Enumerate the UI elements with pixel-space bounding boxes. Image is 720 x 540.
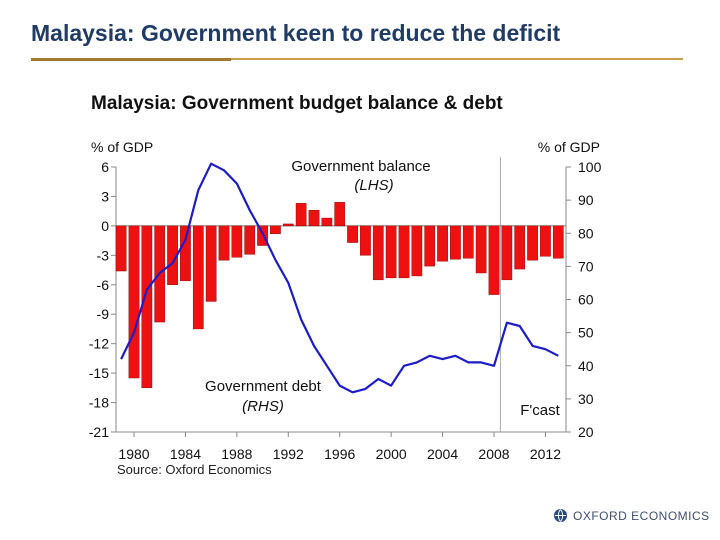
x-axis-tick-label: 1980 xyxy=(118,446,149,462)
balance-bar xyxy=(347,225,358,243)
balance-bar xyxy=(115,225,127,272)
globe-icon xyxy=(553,508,568,523)
balance-bar xyxy=(308,209,320,227)
balance-bar xyxy=(321,217,333,227)
balance-bar xyxy=(411,225,423,277)
line-layer xyxy=(120,162,559,394)
forecast-label: F'cast xyxy=(520,402,560,419)
balance-bar xyxy=(372,225,384,281)
chart-title: Malaysia: Government budget balance & de… xyxy=(91,93,503,114)
balance-bar xyxy=(450,225,461,260)
x-axis-tick-label: 1988 xyxy=(221,446,252,462)
brand: OXFORD ECONOMICS xyxy=(553,508,710,523)
balance-bar xyxy=(180,225,191,282)
x-axis-tick-label: 2008 xyxy=(478,446,509,462)
balance-bar xyxy=(334,202,346,227)
source-note: Source: Oxford Economics xyxy=(117,462,272,477)
balance-bar xyxy=(552,225,564,259)
slide-title: Malaysia: Government keen to reduce the … xyxy=(31,20,561,46)
right-axis-tick-label: 90 xyxy=(578,192,594,208)
balance-bar xyxy=(231,225,243,258)
balance-bar xyxy=(424,225,436,267)
left-axis-tick-label: -12 xyxy=(89,336,109,352)
x-axis-tick-label: 1996 xyxy=(324,446,355,462)
balance-bar xyxy=(128,225,140,379)
balance-bar xyxy=(527,225,538,261)
balance-bar xyxy=(270,225,281,234)
left-axis-title: % of GDP xyxy=(91,139,153,155)
balance-bar xyxy=(398,225,410,279)
balance-bar xyxy=(141,225,153,389)
left-axis-tick-label: 6 xyxy=(101,159,109,175)
axes-layer xyxy=(111,157,571,437)
right-axis-tick-label: 80 xyxy=(578,225,594,241)
right-axis-tick-label: 100 xyxy=(578,159,602,175)
left-axis-tick-label: -9 xyxy=(97,306,110,322)
right-axis-title: % of GDP xyxy=(538,139,600,155)
title-rule-accent xyxy=(31,58,231,61)
balance-bar xyxy=(488,225,500,295)
left-axis-tick-label: -3 xyxy=(97,247,110,263)
left-axis-tick-label: 0 xyxy=(101,218,109,234)
balance-bar xyxy=(244,225,256,255)
balance-bar xyxy=(501,225,513,281)
right-axis-tick-label: 40 xyxy=(578,358,594,374)
balance-bar xyxy=(475,225,487,274)
balance-bar xyxy=(295,203,307,227)
labels-layer: 630-3-6-9-12-15-18-21% of GDP10090807060… xyxy=(89,139,602,462)
balance-bar xyxy=(360,225,371,256)
balance-series-label: Government balance xyxy=(291,158,430,175)
x-axis-tick-label: 2004 xyxy=(427,446,458,462)
balance-bar xyxy=(205,225,217,302)
balance-bar xyxy=(540,225,551,257)
balance-bar xyxy=(282,223,294,227)
brand-name: OXFORD ECONOMICS xyxy=(573,508,710,523)
left-axis-tick-label: -18 xyxy=(89,395,109,411)
x-axis-tick-label: 1992 xyxy=(273,446,304,462)
right-axis-tick-label: 70 xyxy=(578,258,594,274)
title-rule xyxy=(31,58,683,60)
balance-axis-note: (LHS) xyxy=(354,177,393,194)
balance-bar xyxy=(192,225,204,330)
right-axis-tick-label: 30 xyxy=(578,391,594,407)
debt-axis-note: (RHS) xyxy=(242,398,284,415)
left-axis-tick-label: 3 xyxy=(101,188,109,204)
left-axis-tick-label: -15 xyxy=(89,365,109,381)
right-axis-tick-label: 50 xyxy=(578,325,594,341)
left-axis-tick-label: -21 xyxy=(89,424,109,440)
balance-bar xyxy=(437,225,448,262)
bars-layer xyxy=(115,202,564,389)
x-axis-tick-label: 1984 xyxy=(170,446,201,462)
balance-bar xyxy=(514,225,526,270)
balance-bar xyxy=(385,225,397,279)
x-axis-tick-label: 2000 xyxy=(376,446,407,462)
left-axis-tick-label: -6 xyxy=(97,277,110,293)
balance-bar xyxy=(462,225,474,259)
right-axis-tick-label: 20 xyxy=(578,424,594,440)
right-axis-tick-label: 60 xyxy=(578,292,594,308)
balance-bar xyxy=(218,225,230,261)
debt-series-label: Government debt xyxy=(205,378,322,395)
x-axis-tick-label: 2012 xyxy=(530,446,561,462)
